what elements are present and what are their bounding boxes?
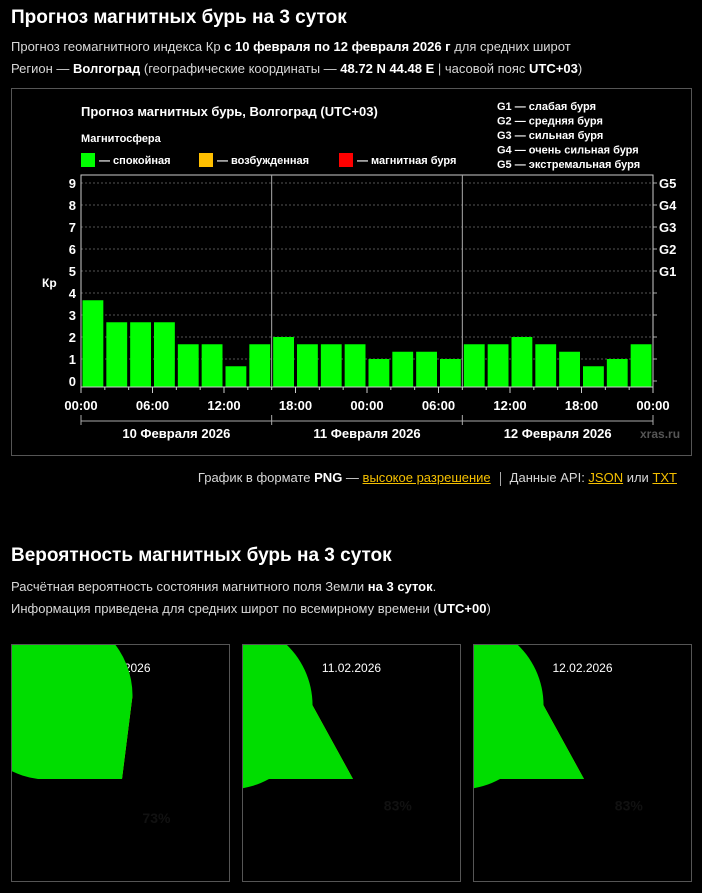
hires-link[interactable]: высокое разрешение xyxy=(362,470,491,485)
chart-links: График в формате PNG — высокое разрешени… xyxy=(197,470,677,486)
kp-bar xyxy=(583,366,604,387)
kp-bar xyxy=(201,344,223,387)
x-tick-label: 18:00 xyxy=(279,398,312,413)
legend-swatch xyxy=(339,153,353,167)
pie-slice-green xyxy=(243,645,353,789)
scale-legend-item: G4 — очень сильная буря xyxy=(497,145,639,157)
probability-description: Расчётная вероятность состояния магнитно… xyxy=(11,579,437,594)
y-tick-label: 4 xyxy=(69,286,77,301)
probability-note: Информация приведена для средних широт п… xyxy=(11,601,491,616)
pie-date: 12.02.2026 xyxy=(552,661,613,675)
pie-card: 10.02.20267%20%73% xyxy=(11,644,230,882)
y-axis-label: Кр xyxy=(42,276,57,290)
pie-date: 11.02.2026 xyxy=(321,661,382,675)
kp-bar xyxy=(225,366,247,387)
y-tick-label: 6 xyxy=(69,242,76,257)
legend-title: Магнитосфера xyxy=(81,133,162,145)
forecast-description: Прогноз геомагнитного индекса Кр с 10 фе… xyxy=(11,39,571,54)
kp-bar xyxy=(249,344,271,387)
chart-title: Прогноз магнитных бурь, Волгоград (UTC+0… xyxy=(81,104,378,119)
kp-bar xyxy=(320,344,342,387)
kp-bar xyxy=(487,344,509,387)
x-tick-label: 00:00 xyxy=(636,398,669,413)
y-tick-label: 2 xyxy=(69,330,76,345)
kp-bar xyxy=(511,337,533,387)
legend-label: — возбужденная xyxy=(217,155,309,167)
divider xyxy=(499,471,501,486)
y-tick-label: 8 xyxy=(69,198,76,213)
probability-title: Вероятность магнитных бурь на 3 суток xyxy=(11,545,392,566)
g-level-label: G5 xyxy=(659,176,676,191)
y-tick-label: 3 xyxy=(69,308,76,323)
legend-label: — магнитная буря xyxy=(357,155,456,167)
x-tick-label: 18:00 xyxy=(565,398,598,413)
pie-slice-green xyxy=(474,645,584,789)
pie-label-green: 83% xyxy=(615,798,644,814)
x-tick-label: 00:00 xyxy=(64,398,97,413)
kp-bar xyxy=(297,344,318,387)
g-level-label: G2 xyxy=(659,242,676,257)
pie-chart: 7%10%83% xyxy=(243,645,413,814)
pie-label-green: 73% xyxy=(142,810,171,826)
y-tick-label: 5 xyxy=(69,264,76,279)
x-tick-label: 06:00 xyxy=(422,398,455,413)
txt-link[interactable]: TXT xyxy=(652,470,677,485)
scale-legend-item: G5 — экстремальная буря xyxy=(497,159,640,171)
scale-legend-item: G3 — сильная буря xyxy=(497,130,603,142)
kp-bar xyxy=(463,344,485,387)
kp-chart: Прогноз магнитных бурь, Волгоград (UTC+0… xyxy=(11,88,692,456)
y-tick-label: 7 xyxy=(69,220,76,235)
json-link[interactable]: JSON xyxy=(588,470,624,485)
g-level-label: G1 xyxy=(659,264,676,279)
day-label: 11 Февраля 2026 xyxy=(313,426,420,441)
kp-bar xyxy=(106,322,128,387)
legend-swatch xyxy=(199,153,213,167)
pie-chart: 7%20%73% xyxy=(12,645,171,826)
y-tick-label: 0 xyxy=(69,374,76,389)
pie-slice-green xyxy=(12,645,133,779)
x-tick-label: 06:00 xyxy=(136,398,169,413)
day-label: 10 Февраля 2026 xyxy=(122,426,230,441)
kp-bar xyxy=(368,359,390,387)
kp-bar xyxy=(416,351,437,387)
kp-bar xyxy=(154,322,175,387)
kp-bar xyxy=(440,359,461,387)
kp-bar xyxy=(535,344,557,387)
x-tick-label: 00:00 xyxy=(350,398,383,413)
pie-card: 11.02.20267%10%83% xyxy=(242,644,461,882)
kp-bar xyxy=(344,344,366,387)
kp-bar xyxy=(630,344,652,387)
kp-bar xyxy=(559,351,580,387)
kp-bar xyxy=(82,300,104,387)
kp-bar xyxy=(392,351,414,387)
g-level-label: G4 xyxy=(659,198,677,213)
kp-bar xyxy=(273,337,294,387)
pie-card: 12.02.20267%10%83% xyxy=(473,644,692,882)
y-tick-label: 1 xyxy=(69,352,76,367)
scale-legend-item: G1 — слабая буря xyxy=(497,101,596,113)
kp-bar xyxy=(130,322,151,387)
pie-chart: 7%10%83% xyxy=(474,645,644,814)
pie-label-green: 83% xyxy=(384,798,413,814)
kp-bar xyxy=(606,359,628,387)
watermark: xras.ru xyxy=(640,427,680,441)
scale-legend-item: G2 — средняя буря xyxy=(497,116,603,128)
g-level-label: G3 xyxy=(659,220,676,235)
legend-label: — спокойная xyxy=(99,155,171,167)
kp-chart-svg: Прогноз магнитных бурь, Волгоград (UTC+0… xyxy=(42,101,680,441)
x-tick-label: 12:00 xyxy=(493,398,526,413)
y-tick-label: 9 xyxy=(69,176,76,191)
x-tick-label: 12:00 xyxy=(207,398,240,413)
kp-bar xyxy=(177,344,199,387)
legend-swatch xyxy=(81,153,95,167)
region-info: Регион — Волгоград (географические коорд… xyxy=(11,61,583,76)
page-title: Прогноз магнитных бурь на 3 суток xyxy=(11,7,347,28)
day-label: 12 Февраля 2026 xyxy=(504,426,612,441)
